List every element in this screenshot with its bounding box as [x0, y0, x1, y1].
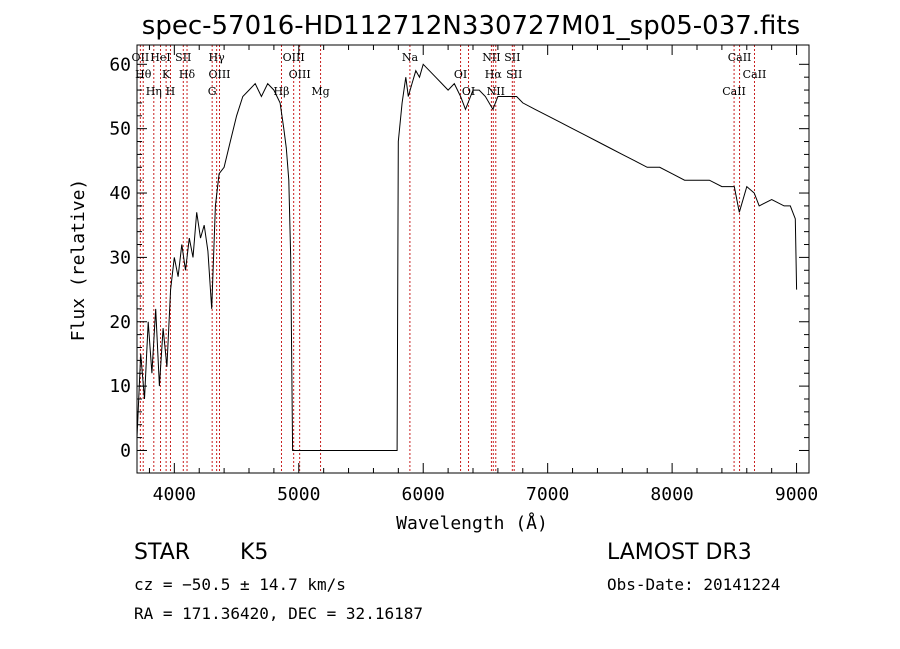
x-axis: 4000 5000 6000 7000 8000 9000 — [148, 45, 818, 505]
y-tick-label: 20 — [109, 312, 131, 333]
line-label: Hγ — [209, 51, 226, 64]
line-label: NII — [482, 51, 500, 64]
line-label: K — [162, 68, 171, 81]
plot-frame — [136, 44, 810, 474]
spectrum-chart: spec-57016-HD112712N330727M01_sp05-037.f… — [68, 11, 818, 534]
y-tick-label: 60 — [109, 54, 131, 75]
line-label: CaII — [743, 68, 767, 81]
y-axis-label: Flux (relative) — [68, 179, 89, 342]
x-tick-label: 9000 — [775, 484, 818, 505]
chart-title: spec-57016-HD112712N330727M01_sp05-037.f… — [142, 11, 800, 41]
object-subclass: K5 — [240, 540, 269, 565]
line-label: Hβ — [274, 85, 290, 98]
x-tick-label: 5000 — [277, 484, 320, 505]
line-label: Mg — [311, 85, 329, 98]
line-label: Hδ — [179, 68, 196, 81]
line-label: OIII — [283, 51, 305, 64]
line-label: OI — [462, 85, 475, 98]
spectrum-line — [136, 63, 798, 451]
line-label: HeI — [150, 51, 170, 64]
line-label: CaII — [728, 51, 752, 64]
x-tick-label: 7000 — [526, 484, 569, 505]
y-tick-label: 10 — [109, 376, 131, 397]
line-label: SII — [175, 51, 191, 64]
y-tick-label: 30 — [109, 247, 131, 268]
x-tick-label: 8000 — [650, 484, 693, 505]
line-label: Hα — [485, 68, 503, 81]
redshift-value: cz = −50.5 ± 14.7 km/s — [134, 575, 346, 594]
y-tick-label: 40 — [109, 183, 131, 204]
line-label: Na — [402, 51, 419, 64]
line-label: G — [208, 85, 217, 98]
x-tick-label: 4000 — [153, 484, 196, 505]
y-tick-label: 50 — [109, 119, 131, 140]
line-label: OII — [132, 51, 150, 64]
line-label: Hθ — [135, 68, 152, 81]
emission-line-markers — [139, 45, 755, 473]
line-label: NII — [487, 85, 505, 98]
line-label: Hη — [146, 85, 162, 98]
line-labels: OIIHθHηHeIKHSIIHδGHγOIIIHβOIIIOIIIMgNaOI… — [132, 51, 767, 98]
x-tick-label: 6000 — [402, 484, 445, 505]
line-label: SII — [504, 51, 520, 64]
line-label: SII — [506, 68, 522, 81]
line-label: OI — [454, 68, 467, 81]
line-label: CaII — [722, 85, 746, 98]
y-axis: 0 10 20 30 40 50 60 — [109, 54, 809, 461]
line-label: H — [166, 85, 176, 98]
coordinates: RA = 171.36420, DEC = 32.16187 — [134, 604, 423, 623]
object-class: STAR — [134, 540, 191, 565]
line-label: OIII — [208, 68, 230, 81]
y-tick-label: 0 — [120, 440, 131, 461]
observation-date: Obs-Date: 20141224 — [607, 575, 781, 594]
survey-name: LAMOST DR3 — [607, 540, 752, 565]
x-axis-label: Wavelength (Å) — [396, 512, 548, 534]
line-label: OIII — [289, 68, 311, 81]
